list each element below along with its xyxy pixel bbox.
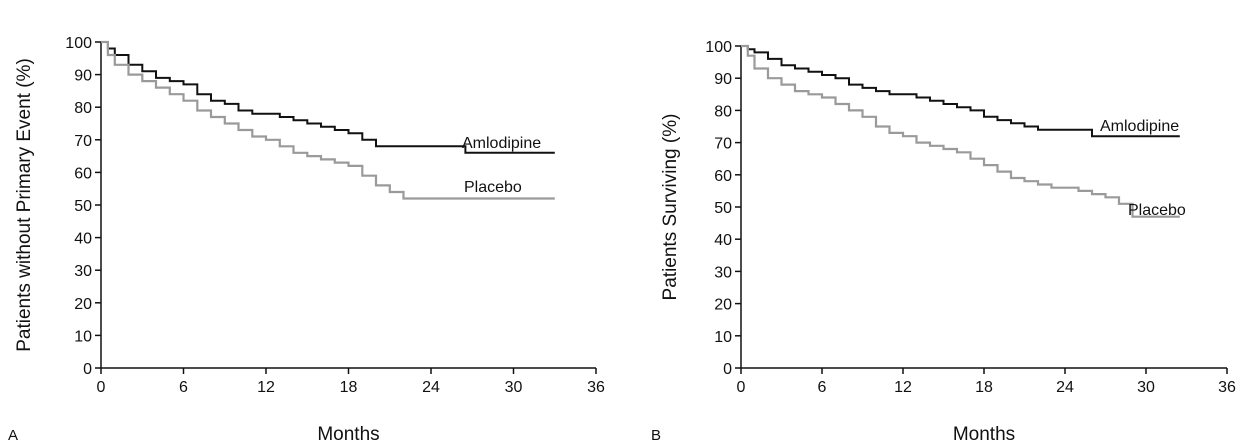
y-tick-label: 30 xyxy=(74,263,92,280)
x-tick-label: 12 xyxy=(257,379,275,396)
y-tick-label: 40 xyxy=(74,231,92,248)
y-tick-label: 10 xyxy=(74,328,92,345)
y-tick-label: 10 xyxy=(714,329,732,346)
y-tick-label: 20 xyxy=(74,296,92,313)
series-line-amlodipine xyxy=(741,45,1180,138)
series-line-placebo xyxy=(101,40,555,200)
series-label-placebo: Placebo xyxy=(1128,202,1186,219)
y-tick-label: 0 xyxy=(83,361,92,378)
y-tick-label: 100 xyxy=(65,35,92,52)
y-tick-label: 70 xyxy=(714,136,732,153)
y-tick-label: 30 xyxy=(714,264,732,281)
x-tick-label: 0 xyxy=(97,379,106,396)
y-tick-label: 60 xyxy=(714,168,732,185)
y-tick-label: 60 xyxy=(74,165,92,182)
y-axis-title: Patients without Primary Event (%) xyxy=(14,58,35,352)
panel-label: A xyxy=(8,427,18,444)
series-label-amlodipine: Amlodipine xyxy=(462,135,541,152)
y-tick-label: 40 xyxy=(714,232,732,249)
x-axis-title: Months xyxy=(953,424,1015,445)
y-tick-label: 80 xyxy=(74,100,92,117)
x-tick-label: 18 xyxy=(975,379,993,396)
x-tick-label: 36 xyxy=(1218,379,1236,396)
x-tick-label: 6 xyxy=(818,379,827,396)
x-tick-label: 18 xyxy=(340,379,358,396)
x-tick-label: 36 xyxy=(587,379,605,396)
series-label-amlodipine: Amlodipine xyxy=(1100,118,1179,135)
y-axis-title: Patients Surviving (%) xyxy=(660,114,681,301)
y-tick-label: 90 xyxy=(74,68,92,85)
panel-b: 0 10 20 30 40 50 60 70 80 90 100 0 6 12 18 24 30 36 Months… xyxy=(651,39,1236,445)
x-tick-label: 12 xyxy=(894,379,912,396)
series-line-placebo xyxy=(741,44,1180,218)
series-label-placebo: Placebo xyxy=(464,179,522,196)
panel-label: B xyxy=(651,427,661,444)
y-tick-label: 50 xyxy=(714,200,732,217)
x-tick-label: 0 xyxy=(737,379,746,396)
y-tick-label: 80 xyxy=(714,103,732,120)
y-tick-label: 0 xyxy=(723,361,732,378)
y-tick-label: 50 xyxy=(74,198,92,215)
x-tick-label: 30 xyxy=(505,379,523,396)
y-tick-label: 70 xyxy=(74,133,92,150)
panel-a: 0 10 20 30 40 50 60 70 80 90 100 0 6 12 18 24 30 36 Months… xyxy=(8,35,605,445)
x-tick-label: 24 xyxy=(422,379,440,396)
y-tick-label: 90 xyxy=(714,71,732,88)
x-tick-label: 24 xyxy=(1056,379,1074,396)
x-tick-label: 6 xyxy=(179,379,188,396)
x-axis-title: Months xyxy=(317,424,379,445)
y-tick-label: 20 xyxy=(714,297,732,314)
x-tick-label: 30 xyxy=(1137,379,1155,396)
y-tick-label: 100 xyxy=(705,39,732,56)
series-line-amlodipine xyxy=(101,41,555,154)
